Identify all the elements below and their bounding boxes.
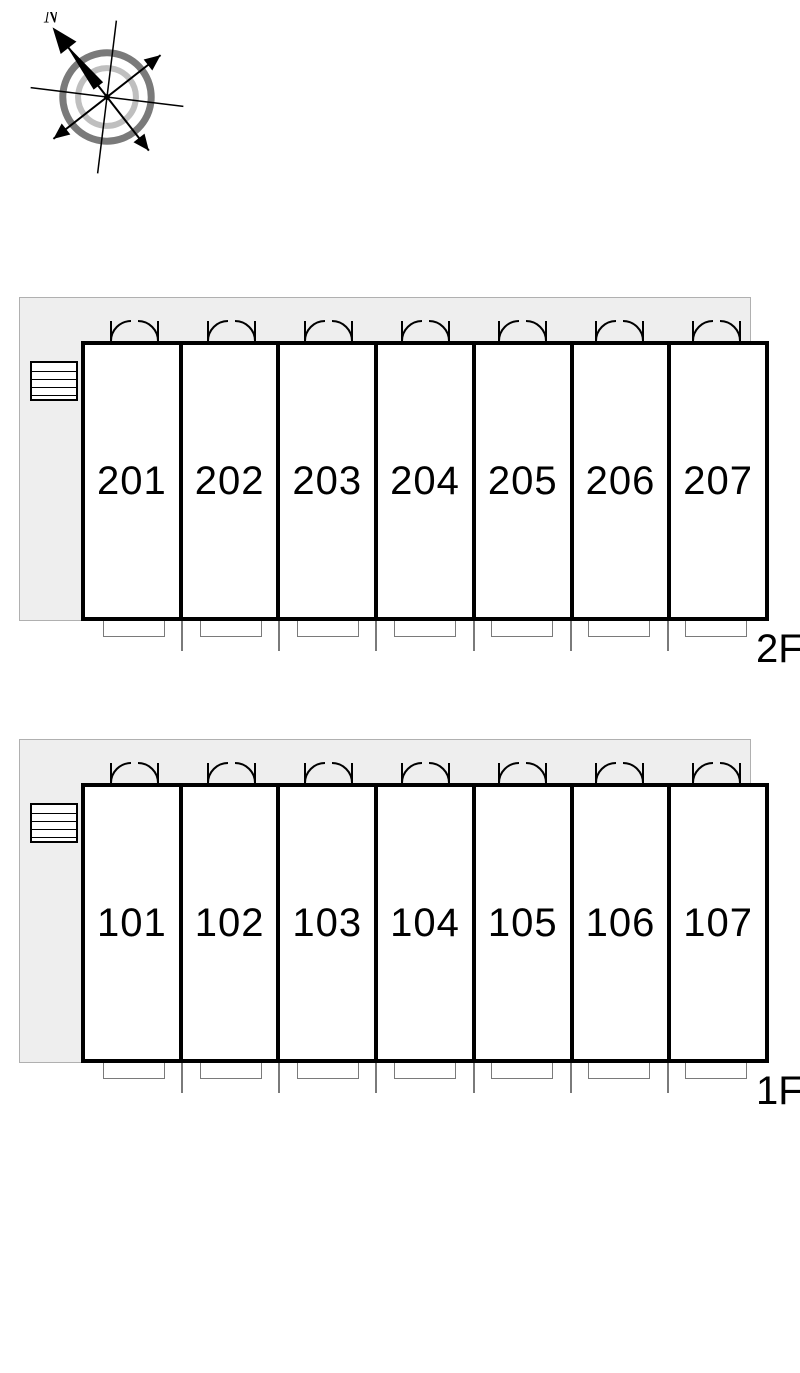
door-icon (204, 761, 259, 783)
balcony-icon (588, 621, 650, 637)
floor-label: 1F (756, 1069, 800, 1114)
unit-cell: 201 (85, 345, 183, 617)
stairs-icon (30, 361, 78, 401)
unit-cell: 101 (85, 787, 183, 1059)
balcony-icon (491, 1063, 553, 1079)
wall-tick (278, 621, 280, 651)
unit-cell: 203 (280, 345, 378, 617)
wall-tick (375, 621, 377, 651)
balcony-icon (394, 1063, 456, 1079)
floor-plan-canvas: N 201 202 203 204 205 206 207 (0, 0, 800, 1373)
wall-tick (473, 621, 475, 651)
wall-tick (278, 1063, 280, 1093)
door-icon (398, 761, 453, 783)
balcony-layer (81, 621, 769, 651)
svg-text:N: N (43, 12, 60, 28)
door-icon (495, 319, 550, 341)
unit-label: 103 (292, 901, 362, 946)
unit-label: 202 (195, 459, 265, 504)
wall-tick (667, 1063, 669, 1093)
wall-tick (473, 1063, 475, 1093)
balcony-icon (200, 1063, 262, 1079)
unit-cell: 206 (574, 345, 672, 617)
unit-label: 106 (586, 901, 656, 946)
door-icon (204, 319, 259, 341)
door-icon (398, 319, 453, 341)
balcony-icon (103, 621, 165, 637)
unit-cell: 207 (671, 345, 765, 617)
unit-cell: 106 (574, 787, 672, 1059)
door-icon (592, 319, 647, 341)
compass-icon: N (22, 12, 192, 182)
balcony-icon (685, 1063, 747, 1079)
units-row: 201 202 203 204 205 206 207 (85, 345, 765, 617)
balcony-icon (685, 621, 747, 637)
door-layer (81, 319, 769, 343)
units-row: 101 102 103 104 105 106 107 (85, 787, 765, 1059)
balcony-layer (81, 1063, 769, 1093)
unit-label: 205 (488, 459, 558, 504)
unit-label: 102 (195, 901, 265, 946)
unit-cell: 204 (378, 345, 476, 617)
unit-cell: 202 (183, 345, 281, 617)
wall-tick (570, 621, 572, 651)
wall-tick (181, 1063, 183, 1093)
unit-label: 201 (97, 459, 167, 504)
unit-label: 104 (390, 901, 460, 946)
unit-cell: 107 (671, 787, 765, 1059)
stairs-icon (30, 803, 78, 843)
unit-cell: 105 (476, 787, 574, 1059)
door-icon (107, 319, 162, 341)
door-icon (689, 319, 744, 341)
floor-block-f2: 201 202 203 204 205 206 207 (19, 297, 769, 661)
floor-block-f1: 101 102 103 104 105 106 107 (19, 739, 769, 1103)
door-icon (301, 319, 356, 341)
wall-tick (375, 1063, 377, 1093)
wall-tick (570, 1063, 572, 1093)
door-layer (81, 761, 769, 785)
unit-cell: 205 (476, 345, 574, 617)
door-icon (107, 761, 162, 783)
wall-tick (181, 621, 183, 651)
unit-cell: 102 (183, 787, 281, 1059)
unit-label: 203 (292, 459, 362, 504)
balcony-icon (103, 1063, 165, 1079)
door-icon (495, 761, 550, 783)
unit-cell: 104 (378, 787, 476, 1059)
balcony-icon (200, 621, 262, 637)
unit-label: 107 (683, 901, 753, 946)
unit-label: 105 (488, 901, 558, 946)
floor-label: 2F (756, 627, 800, 672)
door-icon (301, 761, 356, 783)
balcony-icon (491, 621, 553, 637)
unit-cell: 103 (280, 787, 378, 1059)
balcony-icon (297, 1063, 359, 1079)
balcony-icon (588, 1063, 650, 1079)
unit-label: 101 (97, 901, 167, 946)
unit-label: 204 (390, 459, 460, 504)
unit-label: 206 (586, 459, 656, 504)
unit-label: 207 (683, 459, 753, 504)
balcony-icon (297, 621, 359, 637)
wall-tick (667, 621, 669, 651)
balcony-icon (394, 621, 456, 637)
door-icon (689, 761, 744, 783)
door-icon (592, 761, 647, 783)
